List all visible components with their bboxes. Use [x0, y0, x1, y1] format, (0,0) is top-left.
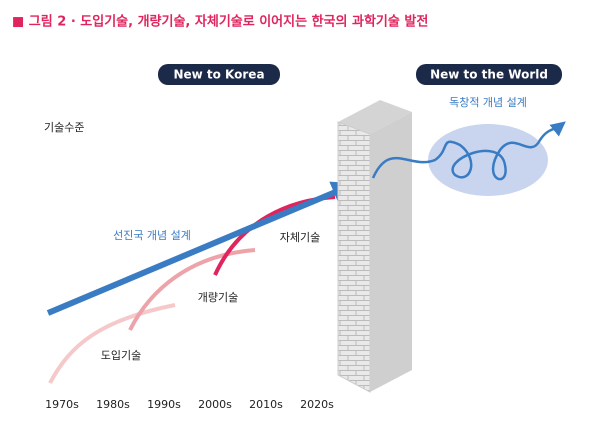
badge — [158, 64, 280, 85]
world-arrow — [371, 121, 566, 181]
title: ■ 그림 2 · 도입기술, 개량기술, 자체기술로 이어지는 한국의 과학기술… — [12, 14, 428, 30]
wall-side — [370, 112, 412, 392]
decade-label: 1980s — [96, 398, 130, 411]
decade-label: 2020s — [300, 398, 334, 411]
label: 선진국 개념 설계 — [113, 229, 191, 242]
decade-label: 1970s — [45, 398, 79, 411]
decade-axis: 1970s 1980s 1990s 2000s 2010s 2020s — [45, 398, 334, 411]
label: 개량기술 — [198, 291, 238, 304]
label: 독창적 개념 설계 — [449, 96, 527, 109]
y-axis-label: 기술수준 — [44, 121, 84, 134]
badge — [416, 64, 562, 85]
decade-label: 2010s — [249, 398, 283, 411]
label: 자체기술 — [280, 231, 320, 244]
decade-label: 2000s — [198, 398, 232, 411]
improved-curve — [128, 248, 256, 331]
wall-front — [337, 121, 371, 393]
idea-cloud — [428, 124, 548, 196]
label: 도입기술 — [101, 349, 141, 362]
badge-text: New to Korea — [173, 68, 264, 82]
wall-top — [338, 100, 412, 134]
main-arrow — [46, 181, 357, 316]
badge-text: New to the World — [430, 68, 548, 82]
decade-label: 1990s — [147, 398, 181, 411]
imported-curve — [48, 303, 176, 384]
